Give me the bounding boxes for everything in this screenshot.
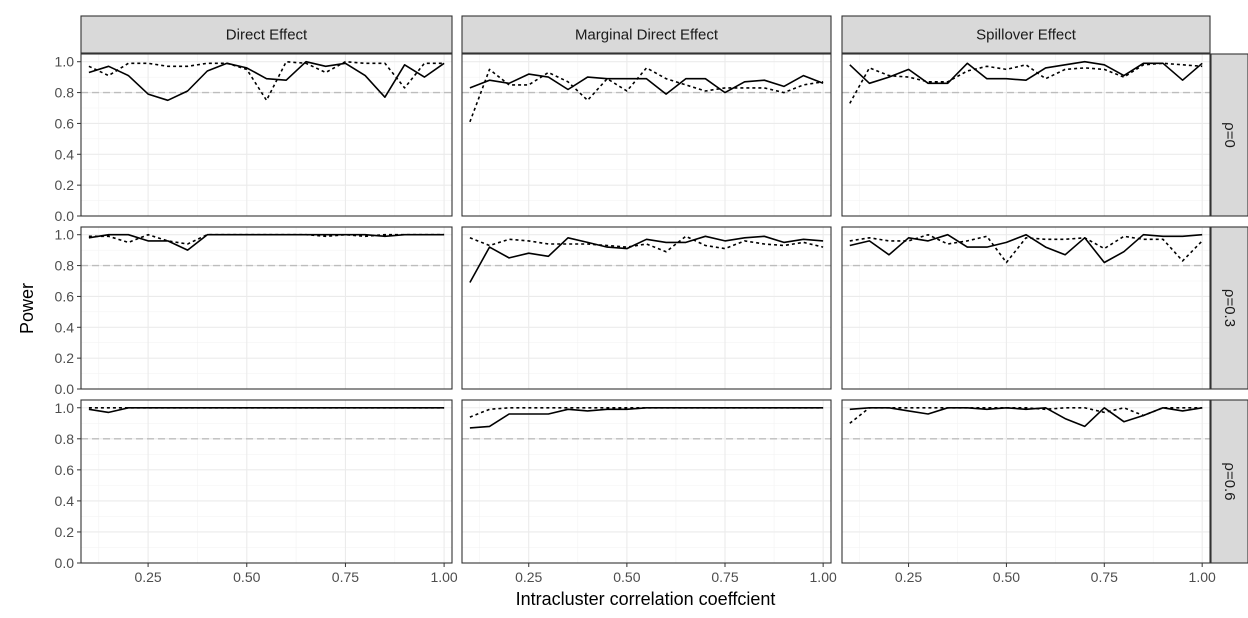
panel-border xyxy=(841,399,1211,564)
panel-r0-c1 xyxy=(462,54,831,217)
x-tick-label: 0.50 xyxy=(233,569,260,585)
x-tick-label: 0.25 xyxy=(515,569,542,585)
x-tick-label: 0.25 xyxy=(895,569,922,585)
x-tick-label: 0.75 xyxy=(711,569,738,585)
x-tick-label: 0.50 xyxy=(993,569,1020,585)
panel-r1-c2 xyxy=(842,227,1210,390)
x-tick-label: 0.75 xyxy=(332,569,359,585)
facet-strip-col-0 xyxy=(80,15,453,54)
facet-strip-label: Marginal Direct Effect xyxy=(575,27,719,44)
x-tick-label: 1.00 xyxy=(430,569,457,585)
panel-r2-c2 xyxy=(842,400,1210,564)
panel-background xyxy=(81,400,452,563)
facet-strip-label: ρ=0 xyxy=(1221,122,1238,148)
series-line-dotted-r0-c0 xyxy=(88,60,445,102)
x-tick-label: 1.00 xyxy=(810,569,837,585)
panel-r1-c1 xyxy=(462,227,831,390)
y-tick-label: 0.8 xyxy=(55,85,75,101)
y-tick-label: 0.0 xyxy=(55,555,75,571)
panel-border xyxy=(841,53,1211,217)
series-line-dotted-r0-c2 xyxy=(849,62,1203,104)
series-line-solid-r0-c2 xyxy=(849,60,1203,85)
y-tick-label: 0.2 xyxy=(55,524,75,540)
panel-r2-c0 xyxy=(81,400,452,564)
y-tick-label: 1.0 xyxy=(55,400,75,416)
facet-strip-label: Direct Effect xyxy=(226,27,308,44)
facet-strip-row-0 xyxy=(1210,53,1248,217)
panel-background xyxy=(842,54,1210,216)
series-line-dotted-r1-c1 xyxy=(469,235,824,253)
panel-border xyxy=(461,226,832,390)
facet-strip-row-1 xyxy=(1210,226,1248,390)
panel-border xyxy=(461,53,832,217)
panel-r2-c1 xyxy=(462,400,831,564)
y-tick-label: 0.2 xyxy=(55,350,75,366)
facet-strip-label: ρ=0.3 xyxy=(1221,289,1238,327)
series-line-solid-r1-c2 xyxy=(849,233,1203,264)
y-tick-label: 0.8 xyxy=(55,431,75,447)
y-tick-label: 1.0 xyxy=(55,54,75,70)
x-tick-label: 0.75 xyxy=(1091,569,1118,585)
panel-border xyxy=(80,53,453,217)
facet-strip-col-1 xyxy=(461,15,832,54)
y-tick-label: 0.6 xyxy=(55,288,75,304)
y-tick-label: 0.0 xyxy=(55,381,75,397)
panel-background xyxy=(462,54,831,216)
x-tick-label: 0.50 xyxy=(613,569,640,585)
facet-strip-label: Spillover Effect xyxy=(976,27,1077,44)
y-tick-label: 0.0 xyxy=(55,208,75,224)
panel-border xyxy=(461,399,832,564)
panel-background xyxy=(462,400,831,563)
panel-border xyxy=(841,226,1211,390)
y-tick-label: 0.2 xyxy=(55,177,75,193)
facet-strip-row-2 xyxy=(1210,399,1248,564)
y-tick-label: 1.0 xyxy=(55,227,75,243)
panel-border xyxy=(80,399,453,564)
y-tick-label: 0.4 xyxy=(55,319,75,335)
y-tick-label: 0.6 xyxy=(55,115,75,131)
y-tick-label: 0.4 xyxy=(55,146,75,162)
y-tick-label: 0.6 xyxy=(55,462,75,478)
series-line-solid-r2-c0 xyxy=(88,406,445,414)
panel-r0-c2 xyxy=(842,54,1210,217)
y-axis-title: Power xyxy=(17,283,37,334)
panel-border xyxy=(80,226,453,390)
x-tick-label: 1.00 xyxy=(1189,569,1216,585)
panel-background xyxy=(81,54,452,216)
panel-r1-c0 xyxy=(81,227,452,390)
facet-strip-col-2 xyxy=(841,15,1211,54)
panel-background xyxy=(81,227,452,389)
y-tick-label: 0.4 xyxy=(55,493,75,509)
x-axis-title: Intracluster correlation coeffcient xyxy=(516,589,776,609)
panel-background xyxy=(842,400,1210,563)
series-line-solid-r2-c2 xyxy=(849,406,1203,428)
panel-background xyxy=(842,227,1210,389)
series-line-solid-r1-c1 xyxy=(469,235,824,283)
series-line-solid-r1-c0 xyxy=(88,233,445,251)
panel-background xyxy=(462,227,831,389)
series-line-solid-r0-c1 xyxy=(469,73,824,95)
y-tick-label: 0.8 xyxy=(55,258,75,274)
series-line-dotted-r1-c0 xyxy=(88,233,445,245)
series-line-dotted-r1-c2 xyxy=(849,233,1203,264)
facet-strip-label: ρ=0.6 xyxy=(1221,462,1238,500)
series-line-solid-r2-c1 xyxy=(469,406,824,429)
series-line-solid-r0-c0 xyxy=(88,60,445,102)
x-tick-label: 0.25 xyxy=(134,569,161,585)
